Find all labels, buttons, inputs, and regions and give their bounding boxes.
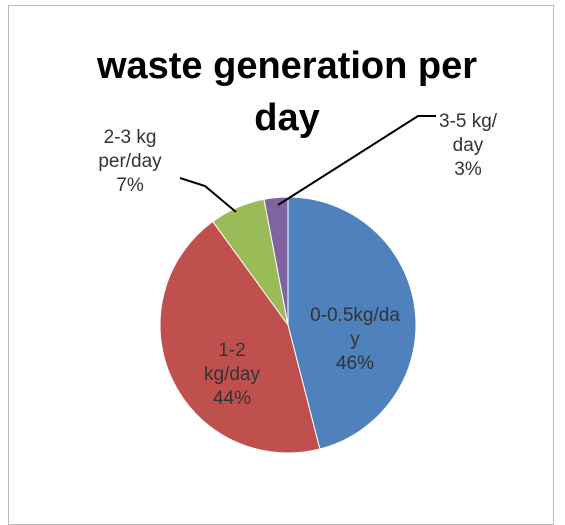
slice-label: 0-0.5kg/day 46% [310, 304, 400, 376]
slice-label: 1-2 kg/day 44% [192, 339, 272, 411]
category-label: 0-0.5kg/day [310, 305, 400, 350]
category-label: 3-5 kg/ day [438, 111, 498, 156]
category-label: 1-2 kg/day [204, 340, 260, 385]
value-label: 7% [116, 175, 144, 196]
slice-label: 3-5 kg/ day 3% [428, 110, 508, 182]
pie-slice [287, 196, 417, 450]
pie-area [159, 115, 436, 454]
leader-line [179, 177, 237, 213]
category-label: 2-3 kg per/day [98, 127, 162, 172]
chart: waste generation per day 0-0.5kg/day 46% 1… [8, 5, 554, 525]
chart-title: waste generation per day [96, 45, 478, 139]
slice-label: 2-3 kg per/day 7% [75, 126, 185, 198]
value-label: 46% [335, 353, 375, 374]
pie-slice [159, 220, 321, 454]
leader-line [277, 115, 436, 206]
value-label: 3% [454, 159, 482, 180]
value-label: 44% [212, 388, 252, 409]
pie-slice [263, 196, 289, 326]
